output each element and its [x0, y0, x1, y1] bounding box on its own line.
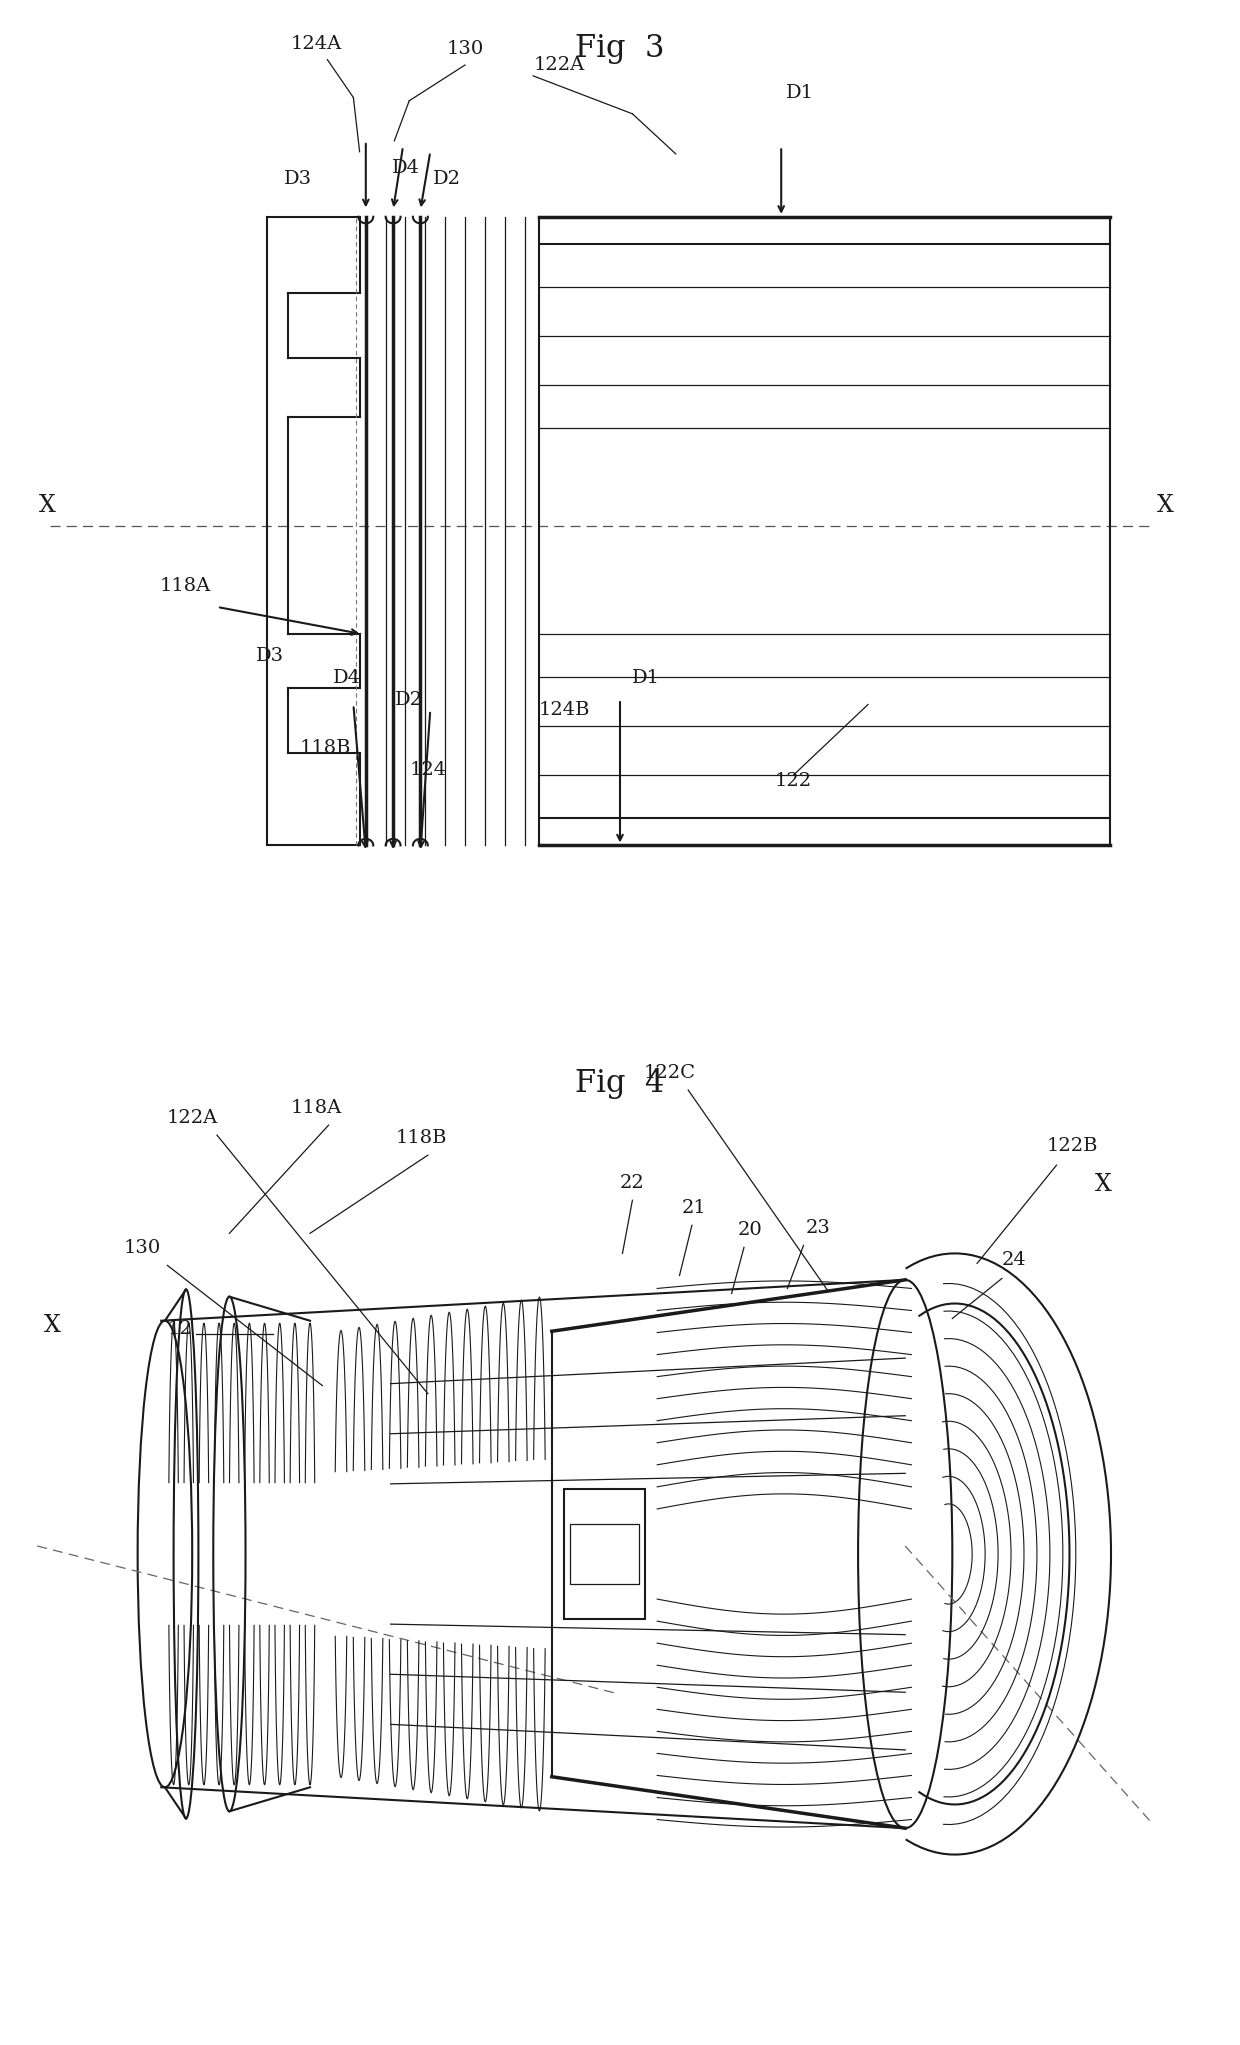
Text: 118B: 118B — [299, 740, 351, 757]
Text: X: X — [43, 1313, 61, 1337]
Text: X: X — [1095, 1174, 1112, 1196]
Text: 124B: 124B — [538, 701, 590, 720]
Bar — [570, 1524, 639, 1585]
Text: X: X — [38, 493, 56, 517]
Text: D3: D3 — [257, 646, 284, 665]
Text: 12: 12 — [167, 1319, 192, 1337]
Text: 122A: 122A — [166, 1108, 218, 1127]
Text: D4: D4 — [392, 160, 420, 178]
Text: X: X — [1157, 493, 1174, 517]
Text: D3: D3 — [284, 170, 312, 188]
Text: 122C: 122C — [644, 1063, 696, 1082]
Text: 122: 122 — [775, 771, 812, 789]
Text: 122B: 122B — [1047, 1137, 1099, 1155]
Text: 122A: 122A — [533, 57, 584, 74]
Text: D2: D2 — [396, 691, 423, 708]
Text: 130: 130 — [124, 1239, 161, 1258]
Text: 130: 130 — [446, 41, 484, 57]
Text: D2: D2 — [433, 170, 461, 188]
Text: 22: 22 — [620, 1174, 645, 1192]
Bar — [564, 1489, 645, 1620]
Text: 21: 21 — [682, 1198, 707, 1217]
Text: Fig  4: Fig 4 — [575, 1067, 665, 1098]
Text: D4: D4 — [334, 669, 361, 687]
Text: 118A: 118A — [160, 577, 211, 595]
Text: 118A: 118A — [290, 1098, 342, 1117]
Text: 23: 23 — [806, 1219, 831, 1237]
Text: D1: D1 — [632, 669, 661, 687]
Text: D1: D1 — [786, 84, 813, 102]
Text: 20: 20 — [738, 1221, 763, 1239]
Text: 24: 24 — [1002, 1252, 1027, 1270]
Text: 124A: 124A — [290, 35, 342, 53]
Text: 118B: 118B — [396, 1129, 448, 1147]
Text: Fig  3: Fig 3 — [575, 33, 665, 63]
Text: 124: 124 — [409, 761, 446, 779]
